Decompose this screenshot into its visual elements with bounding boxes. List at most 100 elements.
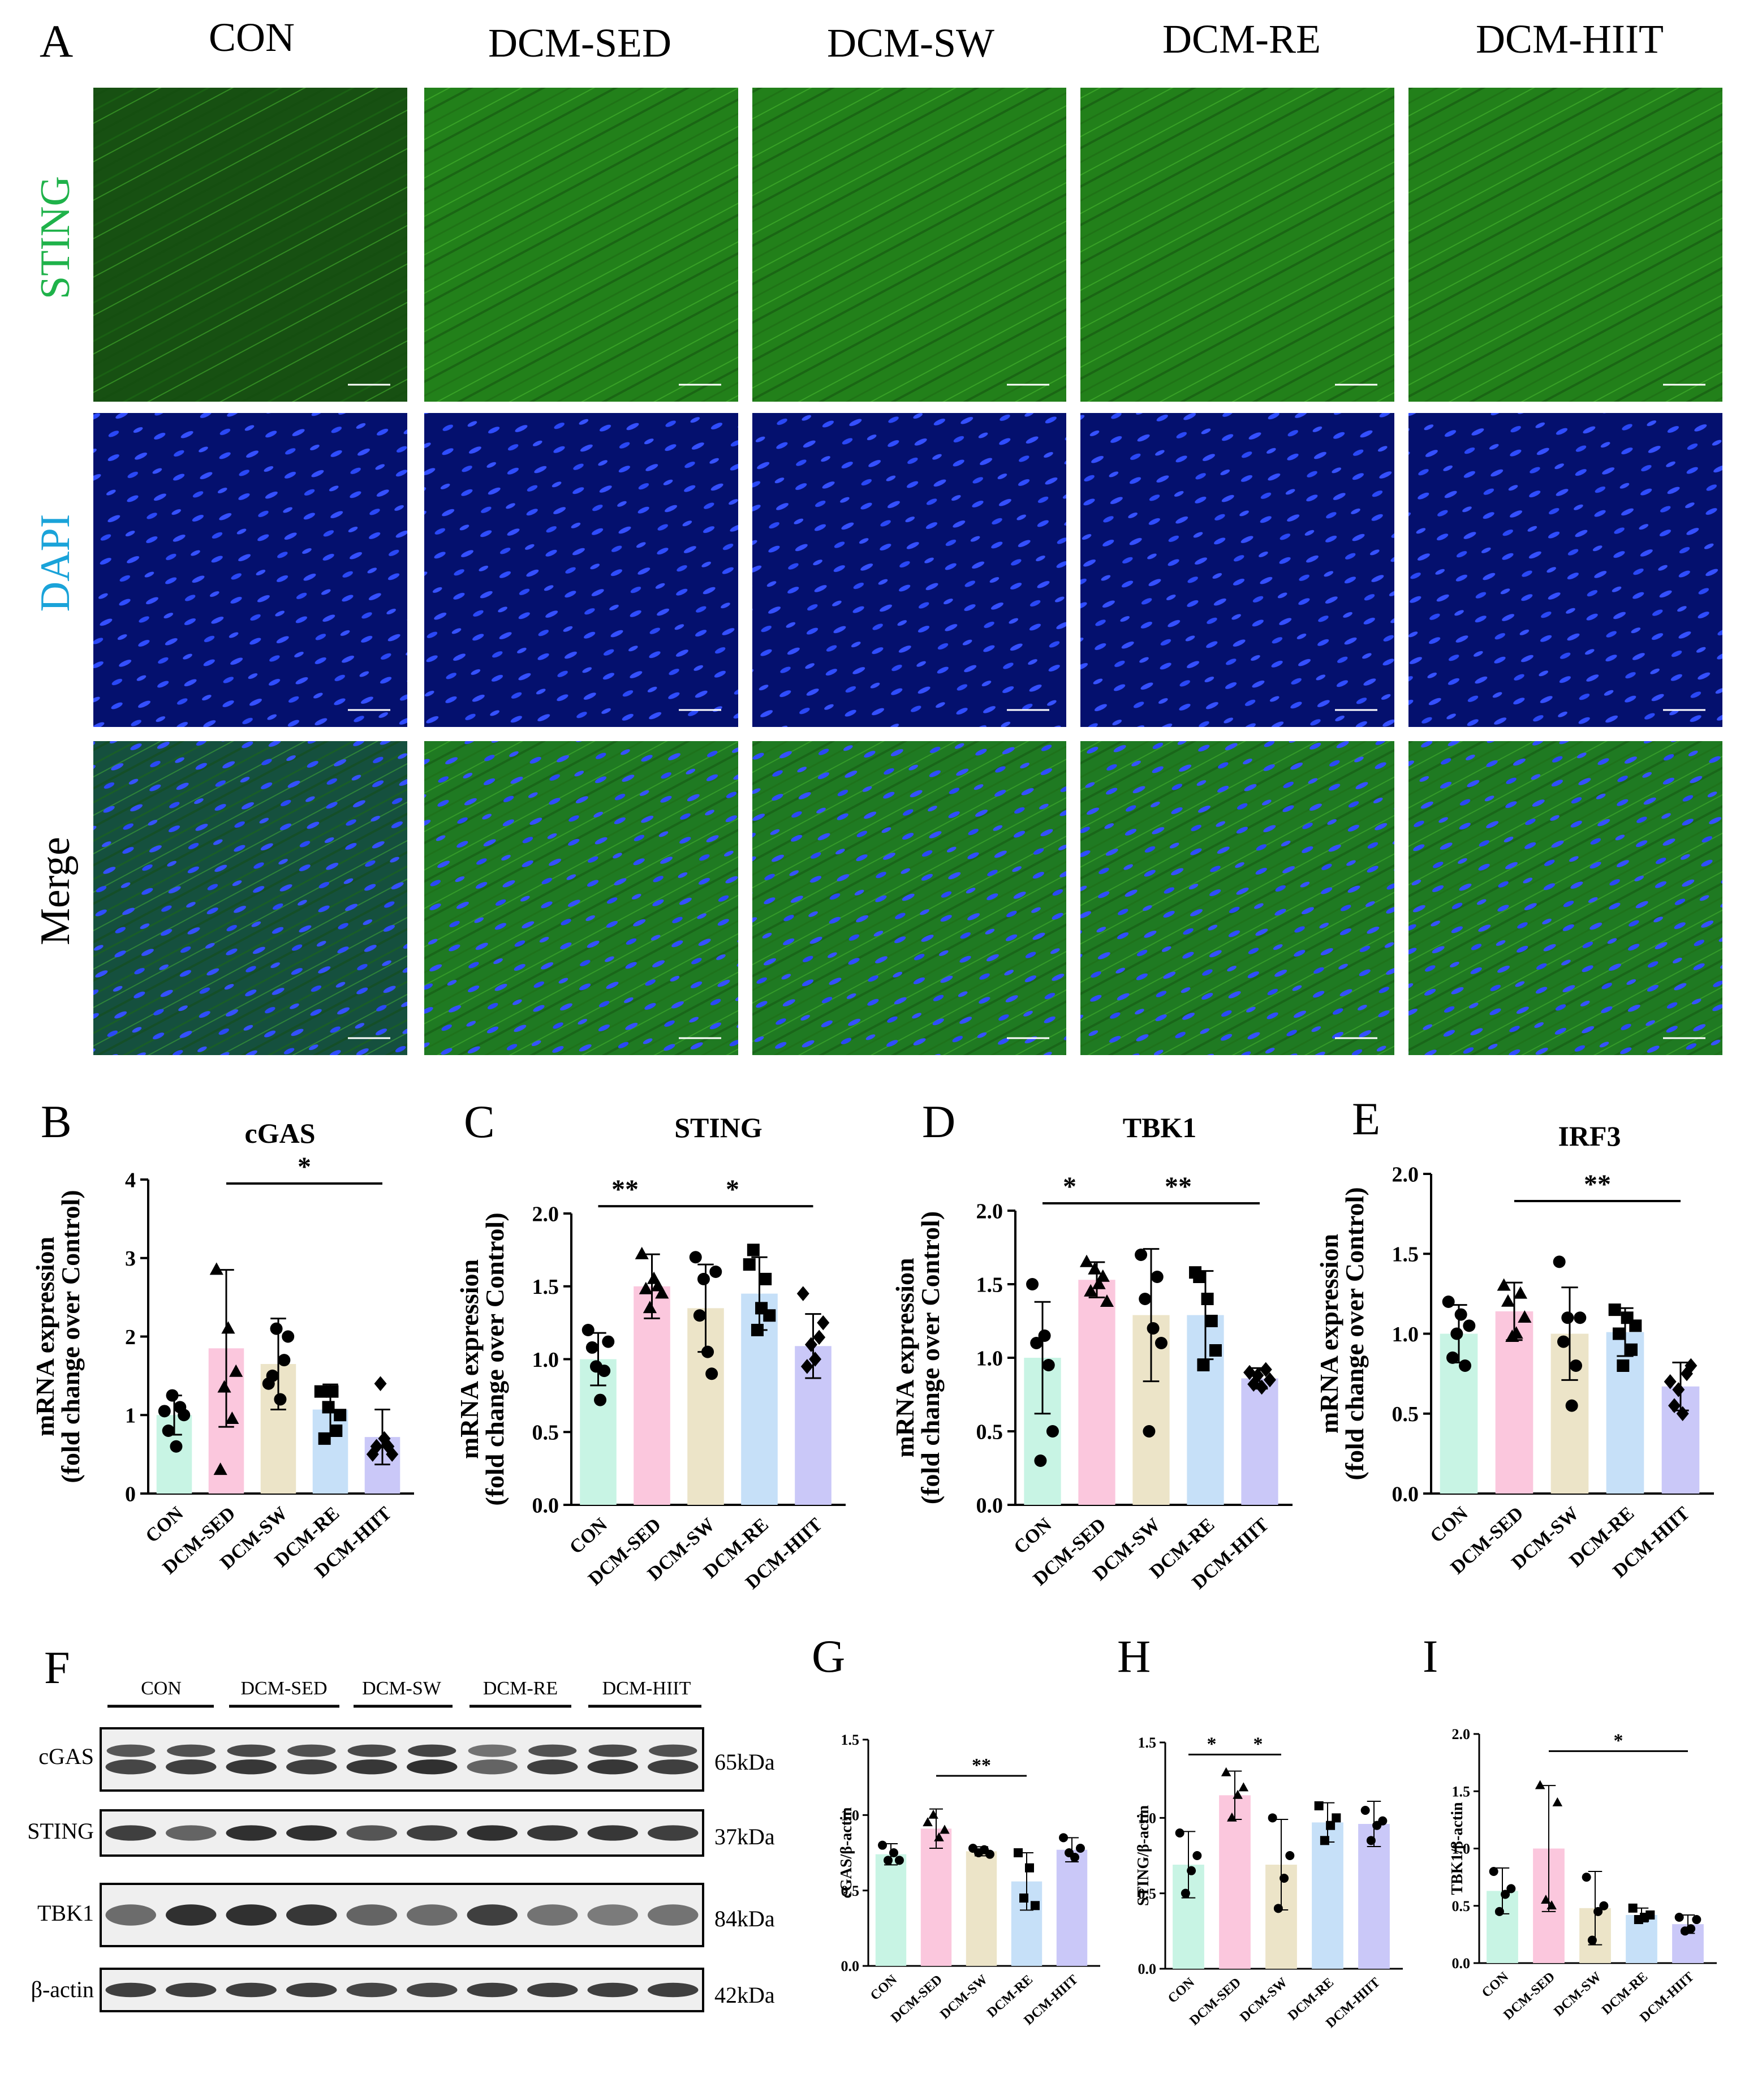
chart-title: STING (674, 1112, 763, 1143)
chart-title: IRF3 (1558, 1120, 1621, 1152)
data-point (1100, 1294, 1114, 1307)
data-point (1026, 1278, 1039, 1290)
micrograph-content (752, 88, 1066, 402)
category-label-dcm-sed: DCM-SED (1501, 1969, 1558, 2022)
micrograph-merge-dcm-sw (752, 741, 1066, 1055)
data-point (170, 1440, 183, 1453)
y-tick-label: 1.0 (1392, 1323, 1419, 1346)
data-point (1541, 1895, 1551, 1904)
data-point (1243, 1365, 1256, 1380)
data-point (889, 1848, 898, 1857)
data-point (1518, 1310, 1532, 1323)
data-point (1692, 1915, 1701, 1925)
blot-band (468, 1744, 516, 1757)
category-label-dcm-sw: DCM-SW (937, 1972, 990, 2022)
blot-band (105, 1825, 156, 1841)
data-point (382, 1439, 395, 1454)
micrograph-green-dcm-hiit (1408, 88, 1722, 402)
data-point (796, 1286, 809, 1301)
blot-size: 42kDa (714, 1982, 775, 2008)
y-axis-label: TBK1/β-actin (1449, 1802, 1466, 1895)
data-point (1628, 1903, 1638, 1913)
data-point (1096, 1269, 1110, 1282)
data-point (1019, 1894, 1029, 1903)
data-point (1664, 1374, 1677, 1389)
bar-dcm-re (1606, 1332, 1644, 1494)
tissue-nuclei (93, 413, 407, 727)
micrograph-content (93, 88, 407, 402)
blot-band (527, 1825, 578, 1841)
data-point (1075, 1844, 1085, 1853)
panel-letter-c: C (464, 1096, 495, 1147)
micrograph-content (1080, 741, 1394, 1055)
blot-band (346, 1759, 397, 1775)
category-label-con: CON (1165, 1975, 1198, 2006)
category-label-con: CON (1479, 1969, 1512, 2000)
category-label-con: CON (566, 1514, 611, 1558)
micrograph-merge-dcm-hiit (1408, 741, 1722, 1055)
data-point (1497, 1278, 1511, 1291)
bar-dcm-sed (1219, 1795, 1251, 1969)
y-tick-label: 1.5 (1452, 1783, 1471, 1800)
chart-title: cGAS (245, 1117, 316, 1149)
y-tick-label: 0 (125, 1482, 136, 1506)
blot-band (286, 1759, 337, 1775)
bar-dcm-sed (634, 1286, 670, 1505)
data-point (743, 1258, 756, 1271)
data-point (322, 1401, 335, 1414)
data-point (1574, 1311, 1587, 1324)
y-tick-label: 1 (125, 1404, 136, 1428)
data-point (1582, 1873, 1591, 1882)
micrograph-content (1080, 88, 1394, 402)
group-label-dcm-sed: DCM-SED (488, 20, 671, 66)
blot-group-con: CON (141, 1678, 182, 1699)
data-point (689, 1251, 702, 1264)
panel-letter-h: H (1117, 1630, 1151, 1682)
panel-letter-a: A (40, 15, 73, 67)
data-point (1187, 1866, 1196, 1875)
blot-group-dcm-sed: DCM-SED (240, 1678, 327, 1699)
significance-label: ** (611, 1174, 639, 1204)
row-label-sting: STING (32, 176, 79, 299)
data-point (1509, 1326, 1523, 1339)
y-tick-label: 0.5 (1392, 1402, 1419, 1426)
y-tick-label: 0.0 (1452, 1955, 1471, 1972)
tissue-nuclei (1080, 413, 1394, 727)
micrograph-blue-dcm-sw (752, 413, 1066, 727)
y-tick-label: 1.0 (532, 1348, 559, 1372)
data-point (225, 1411, 239, 1424)
micrograph-content (1408, 88, 1722, 402)
data-point (1668, 1398, 1681, 1413)
data-point (1494, 1907, 1504, 1916)
data-point (985, 1849, 994, 1859)
tissue-nuclei (1408, 413, 1722, 727)
blot-band (105, 1759, 156, 1775)
category-label-con: CON (1426, 1503, 1472, 1547)
blot-band (587, 1825, 638, 1841)
data-point (1320, 1836, 1329, 1845)
micrograph-green-dcm-sed (424, 88, 738, 402)
bar-con (875, 1854, 907, 1966)
data-point (1263, 1372, 1276, 1388)
data-point (1326, 1821, 1336, 1830)
data-point (318, 1432, 331, 1445)
y-tick-label: 0.0 (1392, 1482, 1419, 1506)
data-point (598, 1365, 611, 1378)
data-point (229, 1364, 243, 1377)
data-point (1092, 1276, 1106, 1289)
row-label-merge: Merge (32, 837, 79, 945)
y-axis-label: mRNA expression (1315, 1234, 1343, 1434)
data-point (940, 1824, 950, 1834)
category-label-dcm-sw: DCM-SW (1551, 1969, 1604, 2019)
y-tick-label: 0.5 (1138, 1886, 1157, 1902)
data-point (1366, 1836, 1376, 1845)
y-tick-label: 1.5 (976, 1273, 1003, 1297)
data-point (1613, 1327, 1626, 1340)
data-point (1205, 1315, 1218, 1327)
blot-band (227, 1744, 275, 1757)
data-point (1674, 1913, 1684, 1922)
chart-title: TBK1 (1123, 1112, 1197, 1143)
data-point (763, 1309, 776, 1322)
blot-band (166, 1904, 217, 1926)
tissue-nuclei (752, 741, 1066, 1055)
